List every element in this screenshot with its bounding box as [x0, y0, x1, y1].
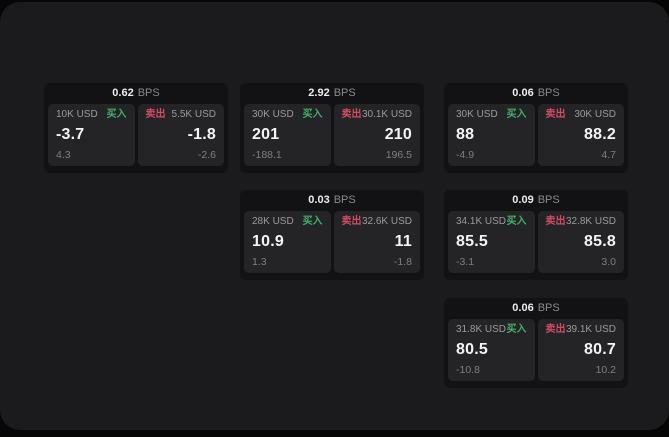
sell-change: -2.6	[197, 148, 216, 161]
sell-price: 85.8	[584, 232, 616, 250]
buy-price: -3.7	[56, 125, 85, 143]
bps-value: 0.06	[512, 87, 534, 99]
sell-change: 4.7	[601, 148, 616, 161]
sell-price: 80.7	[584, 340, 616, 358]
buy-quote-panel[interactable]: 28K USD 买入 10.9 1.3	[244, 211, 331, 273]
sell-side-label: 卖出	[145, 109, 166, 120]
sell-quote-panel[interactable]: 卖出 30.1K USD 210 196.5	[333, 104, 420, 166]
buy-quote-panel[interactable]: 30K USD 买入 88 -4.9	[448, 104, 535, 166]
sell-change: -1.8	[393, 255, 412, 268]
buy-quote-panel[interactable]: 30K USD 买入 201 -188.1	[244, 104, 331, 166]
buy-change: 4.3	[56, 148, 71, 161]
card-header: 2.92 BPS	[240, 83, 424, 104]
sell-side-label: 卖出	[341, 216, 362, 227]
sell-side-label: 卖出	[545, 216, 566, 227]
sell-size-label: 32.6K USD	[361, 216, 412, 227]
pricing-card: 0.06 BPS 31.8K USD 买入 80.5 -10.8 卖出 39.1…	[444, 298, 628, 388]
buy-size-label: 10K USD	[56, 109, 98, 120]
buy-quote-panel[interactable]: 10K USD 买入 -3.7 4.3	[48, 104, 135, 166]
sell-size-label: 32.8K USD	[565, 216, 616, 227]
sell-quote-panel[interactable]: 卖出 30K USD 88.2 4.7	[537, 104, 624, 166]
bps-unit-label: BPS	[537, 87, 560, 99]
sell-side-label: 卖出	[545, 324, 566, 335]
buy-size-label: 34.1K USD	[456, 216, 507, 227]
buy-side-label: 买入	[506, 324, 527, 335]
buy-price: 85.5	[456, 232, 488, 250]
buy-change: -4.9	[456, 148, 475, 161]
buy-change: 1.3	[252, 255, 267, 268]
buy-size-label: 28K USD	[252, 216, 294, 227]
buy-side-label: 买入	[506, 216, 527, 227]
card-header: 0.06 BPS	[444, 83, 628, 104]
sell-size-label: 30.1K USD	[361, 109, 412, 120]
sell-quote-panel[interactable]: 卖出 32.6K USD 11 -1.8	[333, 211, 420, 273]
sell-price: 11	[394, 232, 412, 250]
pricing-card: 2.92 BPS 30K USD 买入 201 -188.1 卖出 30.1K …	[240, 83, 424, 173]
sell-price: 210	[384, 125, 412, 143]
sell-price: -1.8	[187, 125, 216, 143]
buy-price: 80.5	[456, 340, 488, 358]
buy-side-label: 买入	[506, 109, 527, 120]
sell-side-label: 卖出	[545, 109, 566, 120]
pricing-card: 0.06 BPS 30K USD 买入 88 -4.9 卖出 30K USD 8…	[444, 83, 628, 173]
buy-size-label: 30K USD	[252, 109, 294, 120]
bps-value: 0.09	[512, 194, 534, 206]
bps-value: 0.62	[112, 87, 134, 99]
sell-change: 3.0	[601, 255, 616, 268]
pricing-card: 0.03 BPS 28K USD 买入 10.9 1.3 卖出 32.6K US…	[240, 190, 424, 280]
pricing-card: 0.09 BPS 34.1K USD 买入 85.5 -3.1 卖出 32.8K…	[444, 190, 628, 280]
bps-unit-label: BPS	[537, 194, 560, 206]
buy-change: -10.8	[456, 363, 480, 376]
buy-price: 201	[252, 125, 280, 143]
sell-change: 10.2	[595, 363, 616, 376]
buy-side-label: 买入	[302, 109, 323, 120]
buy-quote-panel[interactable]: 34.1K USD 买入 85.5 -3.1	[448, 211, 535, 273]
card-header: 0.06 BPS	[444, 298, 628, 319]
bps-unit-label: BPS	[537, 302, 560, 314]
buy-side-label: 买入	[302, 216, 323, 227]
bps-unit-label: BPS	[333, 194, 356, 206]
sell-size-label: 39.1K USD	[565, 324, 616, 335]
sell-quote-panel[interactable]: 卖出 32.8K USD 85.8 3.0	[537, 211, 624, 273]
sell-price: 88.2	[584, 125, 616, 143]
buy-side-label: 买入	[106, 109, 127, 120]
bps-value: 0.03	[308, 194, 330, 206]
buy-change: -3.1	[456, 255, 475, 268]
card-header: 0.62 BPS	[44, 83, 228, 104]
bps-unit-label: BPS	[137, 87, 160, 99]
buy-quote-panel[interactable]: 31.8K USD 买入 80.5 -10.8	[448, 319, 535, 381]
bps-value: 2.92	[308, 87, 330, 99]
sell-change: 196.5	[385, 148, 412, 161]
sell-size-label: 5.5K USD	[171, 109, 216, 120]
bps-unit-label: BPS	[333, 87, 356, 99]
card-header: 0.09 BPS	[444, 190, 628, 211]
bps-value: 0.06	[512, 302, 534, 314]
buy-size-label: 30K USD	[456, 109, 498, 120]
buy-price: 10.9	[252, 232, 284, 250]
sell-quote-panel[interactable]: 卖出 39.1K USD 80.7 10.2	[537, 319, 624, 381]
buy-change: -188.1	[252, 148, 282, 161]
sell-quote-panel[interactable]: 卖出 5.5K USD -1.8 -2.6	[137, 104, 224, 166]
sell-size-label: 30K USD	[574, 109, 616, 120]
card-header: 0.03 BPS	[240, 190, 424, 211]
buy-price: 88	[456, 125, 475, 143]
sell-side-label: 卖出	[341, 109, 362, 120]
pricing-card: 0.62 BPS 10K USD 买入 -3.7 4.3 卖出 5.5K USD…	[44, 83, 228, 173]
buy-size-label: 31.8K USD	[456, 324, 507, 335]
